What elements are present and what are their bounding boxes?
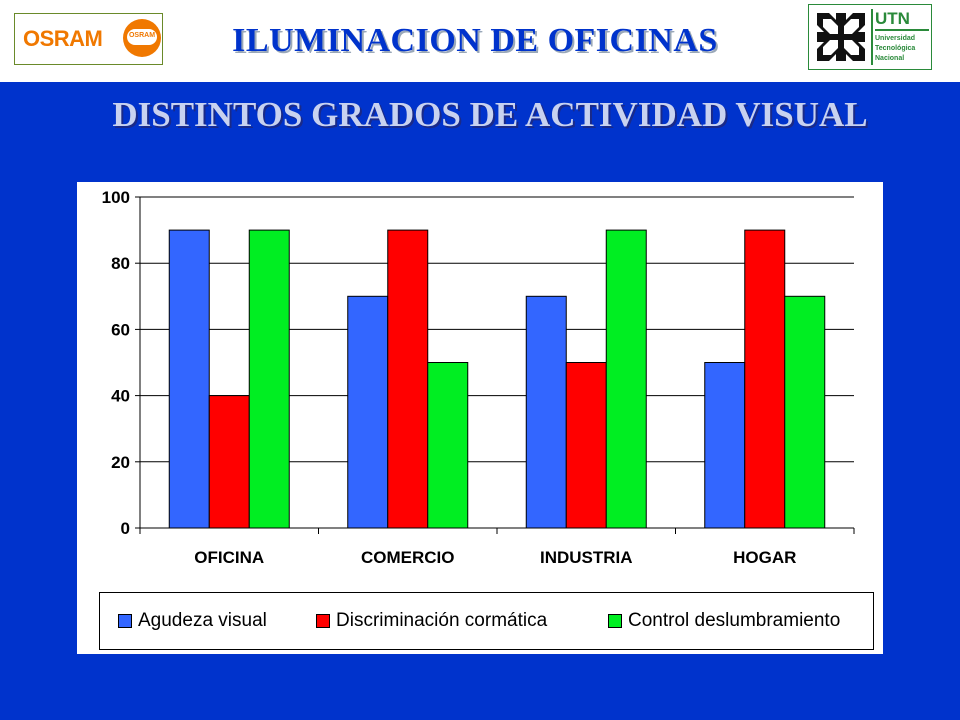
legend-swatch [118, 614, 132, 628]
bar-oficina-1 [168, 229, 210, 529]
bar-oficina-3 [248, 229, 290, 529]
bar-comercio-3 [427, 362, 469, 529]
y-tick-label: 60 [111, 320, 130, 339]
legend-item: Control deslumbramiento [608, 610, 841, 631]
slide-subtitle: DISTINTOS GRADOS DE ACTIVIDAD VISUAL [112, 95, 868, 134]
chart-legend: Agudeza visual Discriminación cormática Co… [99, 592, 874, 650]
utn-divider [871, 9, 873, 65]
y-tick-label: 100 [102, 188, 130, 207]
utn-line-3: Nacional [875, 55, 905, 62]
legend-label: Discriminación cormática [336, 610, 548, 631]
bar-chart: 0 20 40 60 80 100 OFICINA COMERCIO INDUSTRIA HOGA… [102, 188, 855, 567]
legend-label: Agudeza visual [138, 610, 267, 631]
x-tick-label: HOGAR [733, 548, 796, 567]
osram-brand-text: OSRAM [23, 26, 103, 51]
page-title: ILUMINACION DE OFICINAS [232, 22, 718, 59]
legend-swatch [316, 614, 330, 628]
bar-oficina-2 [208, 395, 250, 529]
utn-rule [875, 29, 929, 31]
x-tick-label: COMERCIO [361, 548, 455, 567]
bar-comercio-2 [387, 229, 429, 529]
bar-industria-3 [605, 229, 647, 529]
bar-hogar-3 [784, 295, 826, 529]
bar-industria-1 [525, 295, 567, 529]
legend-item: Discriminación cormática [316, 610, 548, 631]
legend-swatch [608, 614, 622, 628]
legend-label: Control deslumbramiento [628, 610, 841, 631]
osram-bulb-label: OSRAM [128, 32, 156, 39]
osram-logo: OSRAM OSRAM [14, 13, 163, 65]
bar-hogar-1 [704, 362, 746, 529]
y-tick-label: 0 [121, 519, 130, 538]
osram-bulb-icon: OSRAM [123, 19, 161, 57]
y-tick-label: 40 [111, 387, 130, 406]
utn-line-2: Tecnológica [875, 45, 916, 52]
y-tick-label: 80 [111, 254, 130, 273]
utn-acronym: UTN [875, 9, 910, 28]
x-tick-label: OFICINA [194, 548, 264, 567]
legend-item: Agudeza visual [118, 610, 267, 631]
x-tick-label: INDUSTRIA [540, 548, 633, 567]
utn-emblem-icon [817, 13, 865, 61]
bar-hogar-2 [744, 229, 786, 529]
bar-industria-2 [565, 362, 607, 529]
utn-line-1: Universidad [875, 35, 916, 42]
chart-panel: 0 20 40 60 80 100 OFICINA COMERCIO INDUSTRIA HOGA… [77, 182, 883, 654]
y-tick-label: 20 [111, 453, 130, 472]
header-bar: OSRAM OSRAM ILUMINACION DE OFICINAS UTN … [0, 0, 960, 82]
bar-comercio-1 [347, 295, 389, 529]
utn-logo: UTN Universidad Tecnológica Nacional [808, 4, 932, 70]
